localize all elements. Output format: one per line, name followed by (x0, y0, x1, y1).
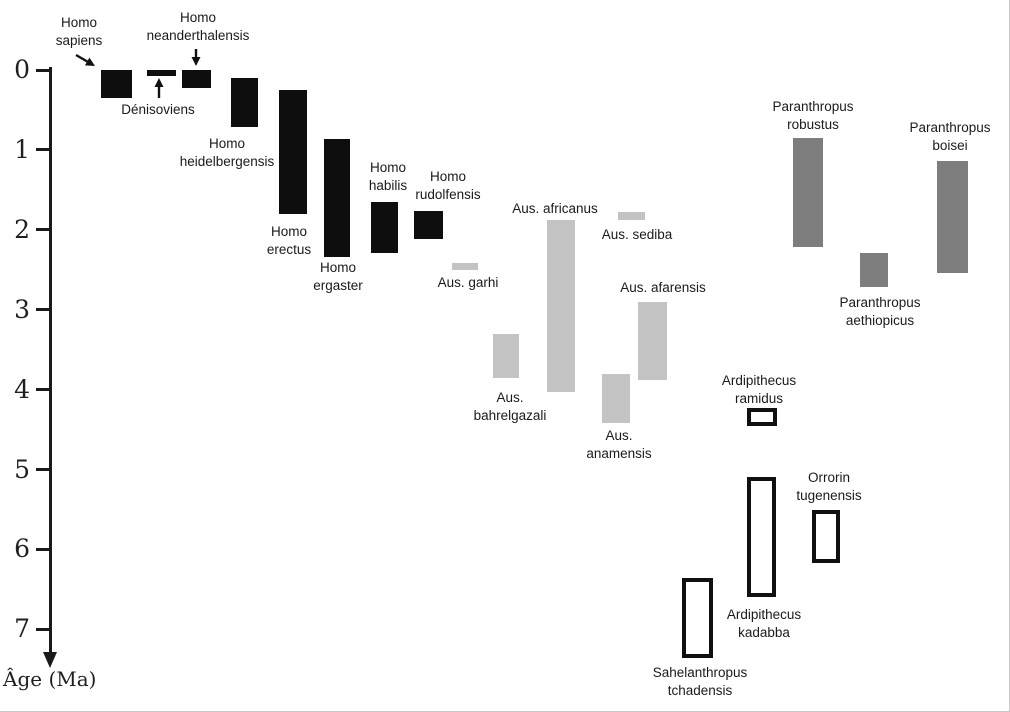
label-line: Homo (429, 169, 467, 184)
y-axis-tick (36, 388, 49, 392)
label-line: heidelbergensis (179, 154, 275, 169)
label-aus-garhi: Aus. garhi (438, 274, 499, 292)
bar-ardipithecus-ramidus (747, 407, 777, 426)
label-aus-afarensis: Aus. afarensis (620, 279, 706, 297)
y-axis-tick-label: 7 (14, 614, 30, 644)
y-axis-tick-label: 1 (14, 134, 30, 164)
y-axis-tick (36, 148, 49, 152)
y-axis-tick (36, 308, 49, 312)
label-homo-rudolfensis: Homo rudolfensis (415, 168, 480, 204)
y-axis-tick-label: 6 (14, 534, 30, 564)
label-line: Aus. (496, 390, 524, 405)
y-axis-tick-label: 5 (14, 454, 30, 484)
label-denisoviens: Dénisoviens (121, 101, 195, 119)
y-axis-tick (36, 468, 49, 471)
label-homo-habilis: Homo habilis (369, 159, 407, 195)
label-line: erectus (266, 242, 312, 257)
label-line: Aus. africanus (512, 201, 598, 216)
label-line: Dénisoviens (121, 102, 195, 117)
label-aus-sediba: Aus. sediba (602, 226, 673, 244)
bar-homo-rudolfensis (413, 211, 443, 240)
y-axis-tick-label: 2 (14, 214, 30, 244)
label-line: neanderthalensis (146, 28, 250, 43)
bar-homo-sapiens (100, 70, 132, 98)
label-line: Ardipithecus (721, 373, 797, 388)
label-line: Aus. sediba (601, 227, 673, 242)
label-line: boisei (932, 138, 968, 153)
label-line: Orrorin (807, 470, 850, 485)
y-axis-tick (36, 627, 49, 631)
label-homo-heidelbergensis: Homo heidelbergensis (180, 135, 275, 171)
bar-aus-afarensis (637, 301, 667, 380)
label-line: Aus. (605, 428, 633, 443)
y-axis-tick (36, 547, 49, 551)
label-line: ramidus (734, 391, 784, 406)
y-axis-line (48, 67, 52, 654)
label-paranthropus-boisei: Paranthropus boisei (909, 119, 990, 155)
bar-sahelanthropus-tchadensis (681, 578, 713, 659)
label-line: robustus (787, 117, 839, 132)
label-line: Homo (208, 136, 246, 151)
label-orrorin-tugenensis: Orrorin tugenensis (796, 469, 861, 505)
label-line: habilis (368, 178, 408, 193)
y-axis-tick (36, 228, 49, 232)
bar-homo-erectus (279, 89, 307, 214)
bar-orrorin-tugenensis (812, 510, 840, 563)
y-axis-tick (36, 68, 49, 72)
label-ardipithecus-kadabba: Ardipithecus kadabba (727, 606, 801, 642)
label-line: Homo (319, 260, 356, 275)
bar-homo-ergaster (324, 138, 350, 257)
label-homo-ergaster: Homo ergaster (313, 259, 363, 295)
bar-aus-sediba (617, 212, 645, 221)
bar-homo-neanderthalensis (181, 70, 211, 88)
label-line: Aus. garhi (437, 275, 499, 290)
label-line: Paranthropus (839, 295, 921, 310)
bar-paranthropus-robustus (793, 137, 823, 248)
label-line: Homo (270, 224, 307, 239)
label-line: Aus. afarensis (620, 280, 706, 295)
bar-denisoviens (146, 70, 176, 77)
label-aus-bahrelgazali: Aus. bahrelgazali (474, 389, 547, 425)
y-axis-title: Âge (Ma) (3, 667, 97, 691)
bar-aus-bahrelgazali (493, 333, 519, 379)
label-homo-neanderthalensis: Homo neanderthalensis (147, 9, 250, 45)
label-line: Ardipithecus (726, 607, 802, 622)
label-line: kadabba (738, 625, 790, 640)
y-axis-tick-label: 3 (14, 294, 30, 324)
y-axis-tick-label: 0 (14, 55, 30, 84)
bar-paranthropus-boisei (936, 161, 968, 273)
label-line: Paranthropus (909, 120, 991, 135)
y-axis-tick-label: 4 (14, 374, 30, 404)
label-line: Paranthropus (772, 99, 854, 114)
bar-aus-africanus (547, 220, 575, 392)
label-paranthropus-aethiopicus: Paranthropus aethiopicus (839, 294, 920, 330)
label-paranthropus-robustus: Paranthropus robustus (772, 98, 853, 134)
label-sahelanthropus-tchadensis: Sahelanthropus tchadensis (653, 664, 748, 700)
label-line: Homo (60, 15, 98, 30)
label-line: Homo (179, 10, 217, 25)
label-aus-africanus: Aus. africanus (512, 200, 598, 218)
label-line: rudolfensis (415, 187, 481, 202)
bar-ardipithecus-kadabba (746, 477, 776, 598)
bar-aus-garhi (452, 263, 478, 270)
label-line: ergaster (313, 278, 363, 293)
label-line: Homo (369, 160, 406, 175)
label-line: sapiens (55, 33, 103, 48)
bar-homo-habilis (370, 201, 398, 253)
label-line: bahrelgazali (473, 408, 547, 423)
bar-homo-heidelbergensis (230, 77, 258, 127)
label-homo-sapiens: Homo sapiens (56, 14, 103, 50)
label-line: tugenensis (796, 488, 862, 503)
label-line: aethiopicus (845, 313, 915, 328)
bar-paranthropus-aethiopicus (860, 252, 888, 287)
label-aus-anamensis: Aus. anamensis (586, 427, 651, 463)
label-line: anamensis (586, 446, 652, 461)
label-homo-erectus: Homo erectus (267, 223, 311, 259)
bar-aus-anamensis (602, 373, 630, 424)
label-line: tchadensis (667, 683, 733, 698)
label-line: Sahelanthropus (652, 665, 748, 680)
label-ardipithecus-ramidus: Ardipithecus ramidus (722, 372, 796, 408)
